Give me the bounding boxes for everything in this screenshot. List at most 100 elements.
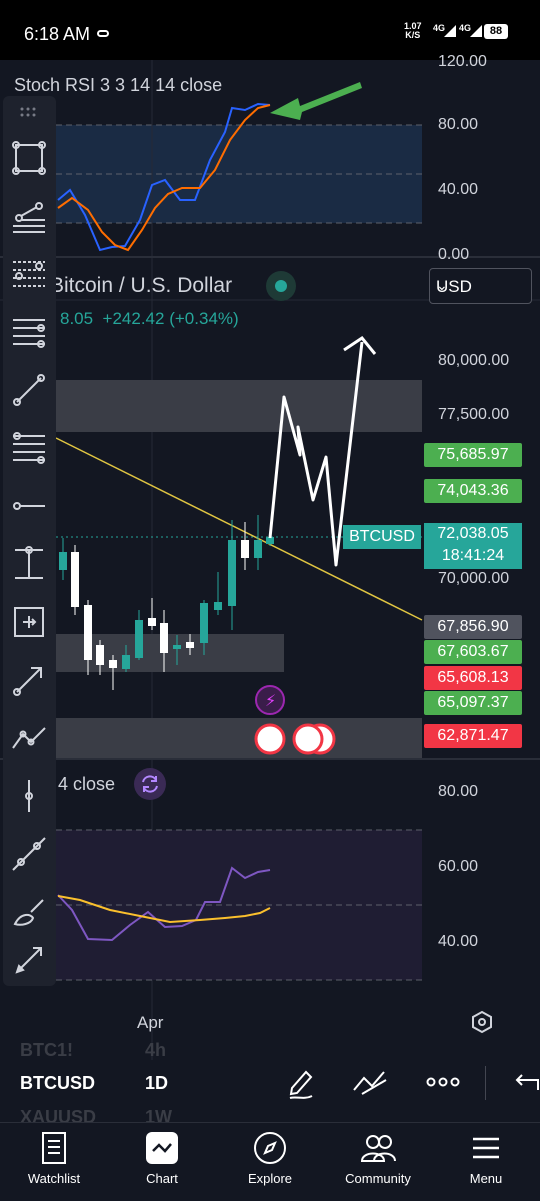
- candle: [200, 603, 208, 643]
- refresh-icon[interactable]: [134, 768, 166, 800]
- trend-line-tool-icon[interactable]: [11, 372, 47, 408]
- rectangle-tool-icon[interactable]: [11, 140, 47, 176]
- panel-divider[interactable]: [0, 758, 540, 760]
- chart-icon: [146, 1132, 178, 1164]
- candle: [71, 552, 79, 607]
- candle: [254, 540, 262, 558]
- signal-bars-icon: [444, 25, 456, 37]
- price-axis-77500: 77,500.00: [438, 406, 510, 423]
- nav-menu[interactable]: Menu: [436, 1131, 536, 1186]
- watchlist-icon: [42, 1132, 66, 1164]
- ind-axis-60: 60.00: [438, 858, 479, 875]
- horizontal-ray-icon[interactable]: [11, 488, 47, 524]
- price-tag: 75,685.97: [424, 443, 522, 467]
- nav-chart[interactable]: Chart: [112, 1131, 212, 1186]
- nav-community[interactable]: Community: [328, 1131, 428, 1186]
- community-icon: [360, 1135, 396, 1162]
- settings-hex-icon[interactable]: [470, 1010, 494, 1034]
- compass-icon: [254, 1132, 286, 1164]
- long-position-icon[interactable]: [11, 546, 47, 582]
- panel-divider[interactable]: [0, 256, 540, 258]
- parallel-channel-icon[interactable]: [11, 314, 47, 350]
- stoch-axis-120: 120.00: [438, 53, 487, 70]
- divider: [485, 1066, 486, 1100]
- drawing-toolbar: [3, 96, 56, 986]
- status-time: 6:18 AM: [24, 24, 91, 44]
- rsi-ma-line: [57, 895, 271, 924]
- candle: [96, 645, 104, 665]
- pen-icon[interactable]: [286, 1066, 316, 1100]
- signal-label-2: 4G: [459, 23, 472, 33]
- battery-icon: 88: [484, 24, 508, 39]
- arrow-tool-icon[interactable]: [11, 662, 47, 698]
- undo-icon[interactable]: [512, 1072, 540, 1092]
- candle: [148, 618, 156, 626]
- price-tag: 67,856.90: [424, 615, 522, 639]
- stoch-axis-0: 0.00: [438, 246, 470, 263]
- price-tag: 67,603.67: [424, 640, 522, 664]
- active-symbol[interactable]: BTCUSD: [20, 1073, 95, 1093]
- candle: [59, 552, 67, 570]
- menu-icon: [473, 1137, 499, 1159]
- chevron-down-icon: ⌄: [436, 277, 448, 293]
- vertical-line-icon[interactable]: [11, 778, 47, 814]
- candle: [214, 602, 222, 610]
- more-icon[interactable]: [426, 1076, 460, 1088]
- resistance-zone: [56, 380, 422, 432]
- price-axis-70000: 70,000.00: [438, 570, 510, 587]
- us-flag-event-icon[interactable]: [292, 723, 324, 755]
- nav-watchlist[interactable]: Watchlist: [4, 1131, 104, 1186]
- nav-explore[interactable]: Explore: [220, 1131, 320, 1186]
- chart-canvas[interactable]: ⚡: [0, 60, 540, 1060]
- pitchfork-tool-icon[interactable]: [11, 198, 47, 234]
- path-tool-icon[interactable]: [11, 720, 47, 756]
- green-arrow-annotation: [270, 82, 362, 120]
- symbol-name[interactable]: Bitcoin / U.S. Dollar: [50, 274, 233, 297]
- lightning-event-icon[interactable]: [255, 685, 285, 715]
- gann-fan-icon[interactable]: [11, 430, 47, 466]
- price-tag: 74,043.36: [424, 479, 522, 503]
- extended-line-icon[interactable]: [11, 836, 47, 872]
- time-axis-label: Apr: [137, 1013, 164, 1032]
- market-status-icon[interactable]: [266, 271, 296, 301]
- projection-drawing: [268, 341, 364, 567]
- stoch-axis-80: 80.00: [438, 116, 479, 133]
- lower-zone: [56, 718, 422, 758]
- support-zone: [56, 634, 284, 672]
- price-change: 8.05 +242.42 (+0.34%): [60, 309, 239, 328]
- stoch-rsi-title[interactable]: Stoch RSI 3 3 14 14 close: [14, 75, 223, 95]
- active-interval[interactable]: 1D: [145, 1073, 169, 1093]
- price-tag: 65,608.13: [424, 666, 522, 690]
- ind-axis-80: 80.00: [438, 783, 479, 800]
- bottom-nav: Watchlist Chart Explore Community Menu: [0, 1122, 540, 1201]
- candle: [241, 540, 249, 558]
- measure-tool-icon[interactable]: [11, 604, 47, 640]
- price-tag: 65,097.37: [424, 691, 522, 715]
- svg-text:⚡: ⚡: [265, 693, 276, 710]
- candle: [186, 642, 194, 648]
- last-price-symbol-label: BTCUSD: [343, 525, 421, 549]
- candles: [59, 515, 274, 690]
- candle: [266, 537, 274, 544]
- drag-handle-icon[interactable]: [20, 104, 40, 117]
- price-axis-80000: 80,000.00: [438, 352, 510, 369]
- currency-select[interactable]: USD ⌄: [429, 268, 532, 304]
- candle: [109, 660, 117, 668]
- stoch-d-line: [57, 104, 271, 252]
- brush-tool-icon[interactable]: [11, 894, 47, 930]
- lower-indicator-title[interactable]: 4 close: [58, 774, 116, 794]
- net-speed: 1.07 K/S: [404, 21, 422, 40]
- status-bar: 6:18 AM 1.07 K/S 4G 4G 88: [0, 0, 540, 60]
- price-tag: 62,871.47: [424, 724, 522, 748]
- candle: [173, 645, 181, 649]
- vr-icon: [97, 30, 109, 37]
- projection-arrowhead: [343, 335, 377, 355]
- fib-retracement-icon[interactable]: [11, 256, 47, 292]
- drawings-icon[interactable]: [352, 1068, 388, 1096]
- us-flag-event-icon[interactable]: [254, 723, 286, 755]
- trend-line: [55, 437, 423, 621]
- candle: [122, 655, 130, 669]
- candle: [228, 540, 236, 606]
- brush-arrow-icon[interactable]: [11, 942, 47, 978]
- rsi-line: [57, 866, 271, 942]
